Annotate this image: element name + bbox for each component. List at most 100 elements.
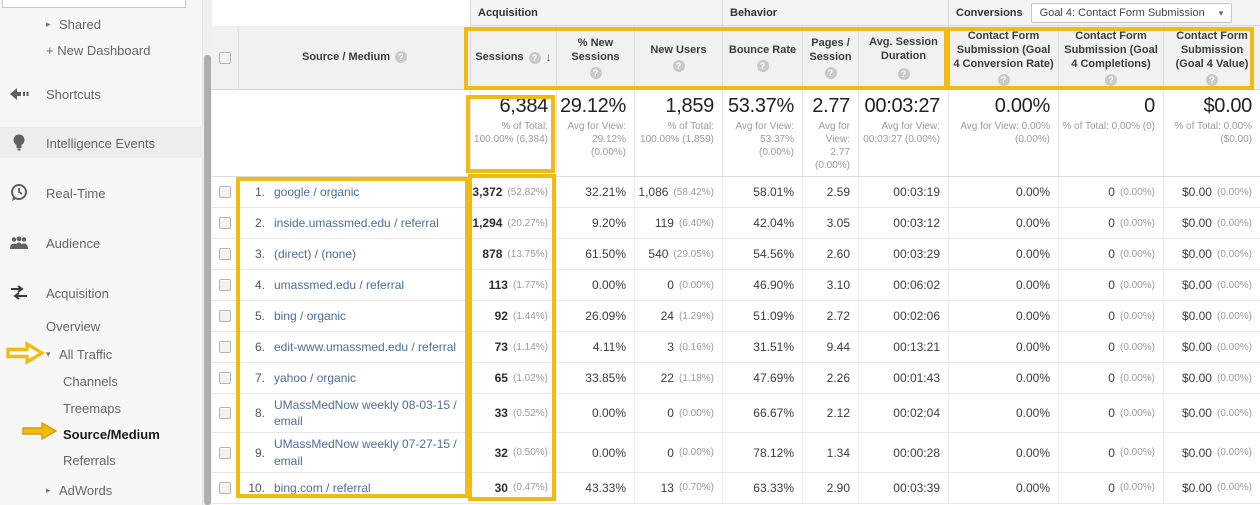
- new-users-cell: 1,086 (58.42%): [634, 177, 722, 207]
- completions-cell: 0 (0.00%): [1058, 433, 1163, 472]
- row-checkbox-cell: [212, 332, 238, 362]
- sidebar-scrollbar[interactable]: [203, 0, 212, 505]
- row-checkbox-cell: [212, 394, 238, 432]
- column-header-pages-session[interactable]: Pages / Session: [802, 26, 858, 90]
- column-header-goal-completions[interactable]: Contact Form Submission (Goal 4 Completi…: [1058, 26, 1163, 90]
- help-icon[interactable]: [672, 60, 685, 73]
- help-icon[interactable]: [1206, 74, 1218, 87]
- avg-duration-cell: 00:03:19: [858, 177, 948, 207]
- column-header-sessions[interactable]: Sessions: [470, 26, 556, 90]
- source-medium-link[interactable]: (direct) / (none): [274, 246, 357, 261]
- completions-cell: 0 (0.00%): [1058, 301, 1163, 331]
- row-checkbox[interactable]: [219, 446, 231, 459]
- group-acquisition: Acquisition: [470, 0, 722, 26]
- row-index: 1.: [254, 185, 265, 199]
- column-header-goal-value[interactable]: Contact Form Submission (Goal 4 Value): [1163, 26, 1260, 90]
- column-header-source-medium[interactable]: Source / Medium: [238, 26, 470, 90]
- goal-value-cell: $0.00 (0.00%): [1163, 332, 1260, 362]
- source-medium-cell: 7. yahoo / organic: [238, 363, 470, 393]
- goal-value-cell: $0.00 (0.00%): [1163, 208, 1260, 238]
- conversion-rate-cell: 0.00%: [948, 208, 1058, 238]
- new-users-cell: 24 (1.29%): [634, 301, 722, 331]
- row-checkbox[interactable]: [219, 407, 231, 420]
- row-checkbox[interactable]: [219, 341, 231, 353]
- sidebar-item-referrals[interactable]: Referrals: [63, 452, 116, 468]
- column-header-new-sessions[interactable]: % New Sessions: [556, 26, 634, 90]
- column-header-avg-session-duration[interactable]: Avg. Session Duration: [858, 26, 948, 90]
- sidebar-item-new-dashboard[interactable]: + New Dashboard: [46, 42, 151, 58]
- sidebar-item-acquisition[interactable]: Acquisition: [0, 282, 203, 304]
- new-sessions-cell: 0.00%: [556, 394, 634, 433]
- source-medium-link[interactable]: inside.umassmed.edu / referral: [274, 215, 439, 230]
- summary-new-users: 1,859 % of Total: 100.00% (1,859): [634, 90, 722, 176]
- source-medium-link[interactable]: bing.com / referral: [274, 480, 371, 495]
- sidebar-item-channels[interactable]: Channels: [63, 373, 118, 389]
- goal-selector-dropdown[interactable]: Goal 4: Contact Form Submission: [1030, 2, 1233, 23]
- new-sessions-cell: 26.09%: [556, 301, 634, 331]
- source-medium-link[interactable]: UMassMedNow weekly 07-27-15 / email: [274, 437, 457, 468]
- sort-descending-icon[interactable]: [546, 50, 552, 66]
- row-checkbox-cell: [212, 208, 238, 238]
- help-icon[interactable]: [897, 68, 910, 81]
- help-icon[interactable]: [824, 67, 837, 80]
- sidebar-item-intelligence-events[interactable]: Intelligence Events: [0, 132, 203, 154]
- help-icon[interactable]: [756, 60, 769, 73]
- row-checkbox[interactable]: [219, 279, 231, 291]
- avg-duration-cell: 00:03:39: [858, 472, 948, 503]
- row-index: 10.: [248, 480, 265, 495]
- conversion-rate-cell: 0.00%: [948, 177, 1058, 207]
- audience-icon: [8, 232, 30, 254]
- avg-duration-cell: 00:02:06: [858, 301, 948, 331]
- source-medium-link[interactable]: edit-www.umassmed.edu / referral: [274, 339, 457, 354]
- avg-duration-cell: 00:02:04: [858, 394, 948, 433]
- source-medium-link[interactable]: bing / organic: [274, 308, 347, 323]
- row-checkbox[interactable]: [219, 248, 231, 260]
- help-icon[interactable]: [528, 51, 541, 64]
- table-row: 1. google / organic 3,372 (52.82%) 32.21…: [212, 177, 1260, 208]
- column-header-goal-conversion-rate[interactable]: Contact Form Submission (Goal 4 Conversi…: [948, 26, 1058, 90]
- source-medium-cell: 4. umassmed.edu / referral: [238, 270, 470, 300]
- bounce-rate-cell: 46.90%: [722, 270, 802, 300]
- row-checkbox[interactable]: [219, 372, 231, 384]
- scrollbar-thumb[interactable]: [204, 55, 211, 505]
- row-index: 6.: [254, 340, 265, 354]
- sidebar-item-audience[interactable]: Audience: [0, 232, 203, 254]
- source-medium-link[interactable]: umassmed.edu / referral: [274, 277, 405, 292]
- help-icon[interactable]: [1105, 74, 1117, 87]
- source-medium-link[interactable]: yahoo / organic: [274, 370, 357, 385]
- row-checkbox[interactable]: [219, 310, 231, 322]
- sidebar-item-overview[interactable]: Overview: [46, 318, 101, 334]
- completions-cell: 0 (0.00%): [1058, 332, 1163, 362]
- sidebar-item-treemaps[interactable]: Treemaps: [63, 400, 122, 416]
- sessions-cell: 65 (1.02%): [470, 363, 556, 393]
- column-header-bounce-rate[interactable]: Bounce Rate: [722, 26, 802, 90]
- conversion-rate-cell: 0.00%: [948, 301, 1058, 331]
- row-checkbox[interactable]: [219, 481, 231, 494]
- sidebar-item-all-traffic[interactable]: ▾ All Traffic: [46, 346, 113, 362]
- sidebar-item-adwords[interactable]: ▸ AdWords: [46, 482, 113, 498]
- help-icon[interactable]: [395, 51, 408, 64]
- avg-duration-cell: 00:06:02: [858, 270, 948, 300]
- source-medium-link[interactable]: UMassMedNow weekly 08-03-15 / email: [274, 398, 457, 429]
- column-header-new-users[interactable]: New Users: [634, 26, 722, 90]
- avg-duration-cell: 00:13:21: [858, 332, 948, 362]
- sidebar-item-shared[interactable]: ▸ Shared: [46, 16, 101, 32]
- table-body: 1. google / organic 3,372 (52.82%) 32.21…: [212, 177, 1260, 504]
- row-checkbox[interactable]: [219, 217, 231, 229]
- sessions-cell: 73 (1.14%): [470, 332, 556, 362]
- help-icon[interactable]: [997, 74, 1010, 87]
- sidebar-item-source-medium[interactable]: Source/Medium: [63, 426, 160, 442]
- pages-session-cell: 1.34: [802, 433, 858, 472]
- help-icon[interactable]: [589, 67, 602, 80]
- bounce-rate-cell: 66.67%: [722, 394, 802, 433]
- row-checkbox-cell: [212, 301, 238, 331]
- source-medium-link[interactable]: google / organic: [274, 184, 360, 199]
- sidebar-item-real-time[interactable]: Real-Time: [0, 182, 203, 204]
- row-index: 5.: [254, 309, 265, 323]
- pages-session-cell: 9.44: [802, 332, 858, 362]
- goal-value-cell: $0.00 (0.00%): [1163, 177, 1260, 207]
- select-all-checkbox[interactable]: [219, 51, 231, 64]
- sidebar-item-shortcuts[interactable]: Shortcuts: [0, 83, 203, 105]
- row-checkbox[interactable]: [219, 186, 231, 198]
- search-input[interactable]: [2, 0, 186, 8]
